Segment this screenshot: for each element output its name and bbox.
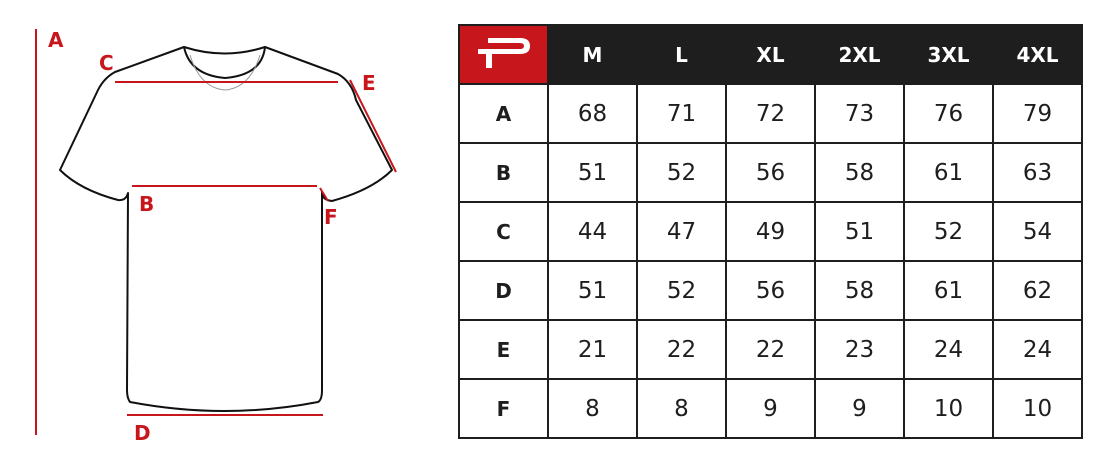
- size-header-row: M L XL 2XL 3XL 4XL: [458, 24, 1083, 85]
- row-label: F: [458, 378, 549, 439]
- table-cell: 51: [814, 201, 905, 262]
- size-header: 3XL: [903, 24, 994, 85]
- size-table: M L XL 2XL 3XL 4XL A 68 71 72 73 76 79 B 51 52 56 5…: [458, 24, 1083, 439]
- row-label: E: [458, 319, 549, 380]
- row-label: A: [458, 83, 549, 144]
- table-cell: 68: [547, 83, 638, 144]
- table-cell: 9: [814, 378, 905, 439]
- table-cell: 22: [636, 319, 727, 380]
- table-cell: 58: [814, 142, 905, 203]
- size-header: 4XL: [992, 24, 1083, 85]
- label-a: A: [48, 28, 64, 52]
- table-row: C 44 47 49 51 52 54: [458, 201, 1083, 262]
- row-label: B: [458, 142, 549, 203]
- table-row: D 51 52 56 58 61 62: [458, 260, 1083, 321]
- table-cell: 52: [903, 201, 994, 262]
- table-cell: 51: [547, 260, 638, 321]
- label-d: D: [134, 421, 151, 445]
- table-cell: 56: [725, 260, 816, 321]
- table-cell: 52: [636, 260, 727, 321]
- table-cell: 58: [814, 260, 905, 321]
- table-cell: 62: [992, 260, 1083, 321]
- row-label: C: [458, 201, 549, 262]
- row-label: D: [458, 260, 549, 321]
- measure-line-f: [319, 187, 329, 202]
- table-cell: 10: [903, 378, 994, 439]
- table-cell: 79: [992, 83, 1083, 144]
- table-cell: 73: [814, 83, 905, 144]
- table-cell: 63: [992, 142, 1083, 203]
- table-cell: 21: [547, 319, 638, 380]
- label-e: E: [362, 71, 376, 95]
- table-cell: 56: [725, 142, 816, 203]
- table-row: F 8 8 9 9 10 10: [458, 378, 1083, 439]
- table-cell: 71: [636, 83, 727, 144]
- label-c: C: [99, 51, 114, 75]
- p-logo-icon: [477, 38, 530, 68]
- table-cell: 54: [992, 201, 1083, 262]
- table-cell: 61: [903, 260, 994, 321]
- table-cell: 72: [725, 83, 816, 144]
- size-header: L: [636, 24, 727, 85]
- table-cell: 8: [547, 378, 638, 439]
- table-cell: 44: [547, 201, 638, 262]
- table-cell: 49: [725, 201, 816, 262]
- table-cell: 24: [903, 319, 994, 380]
- measure-line-e: [349, 79, 397, 173]
- table-cell: 61: [903, 142, 994, 203]
- size-header: M: [547, 24, 638, 85]
- table-row: A 68 71 72 73 76 79: [458, 83, 1083, 144]
- size-header: XL: [725, 24, 816, 85]
- table-cell: 76: [903, 83, 994, 144]
- brand-logo: [458, 24, 549, 85]
- size-header: 2XL: [814, 24, 905, 85]
- table-cell: 10: [992, 378, 1083, 439]
- table-cell: 9: [725, 378, 816, 439]
- table-cell: 23: [814, 319, 905, 380]
- table-cell: 22: [725, 319, 816, 380]
- tshirt-diagram: A C E B F D: [35, 28, 397, 445]
- label-b: B: [139, 192, 154, 216]
- table-row: E 21 22 22 23 24 24: [458, 319, 1083, 380]
- table-cell: 52: [636, 142, 727, 203]
- tshirt-outline: [59, 46, 393, 412]
- table-cell: 8: [636, 378, 727, 439]
- label-f: F: [324, 205, 338, 229]
- table-cell: 51: [547, 142, 638, 203]
- table-cell: 24: [992, 319, 1083, 380]
- table-cell: 47: [636, 201, 727, 262]
- table-row: B 51 52 56 58 61 63: [458, 142, 1083, 203]
